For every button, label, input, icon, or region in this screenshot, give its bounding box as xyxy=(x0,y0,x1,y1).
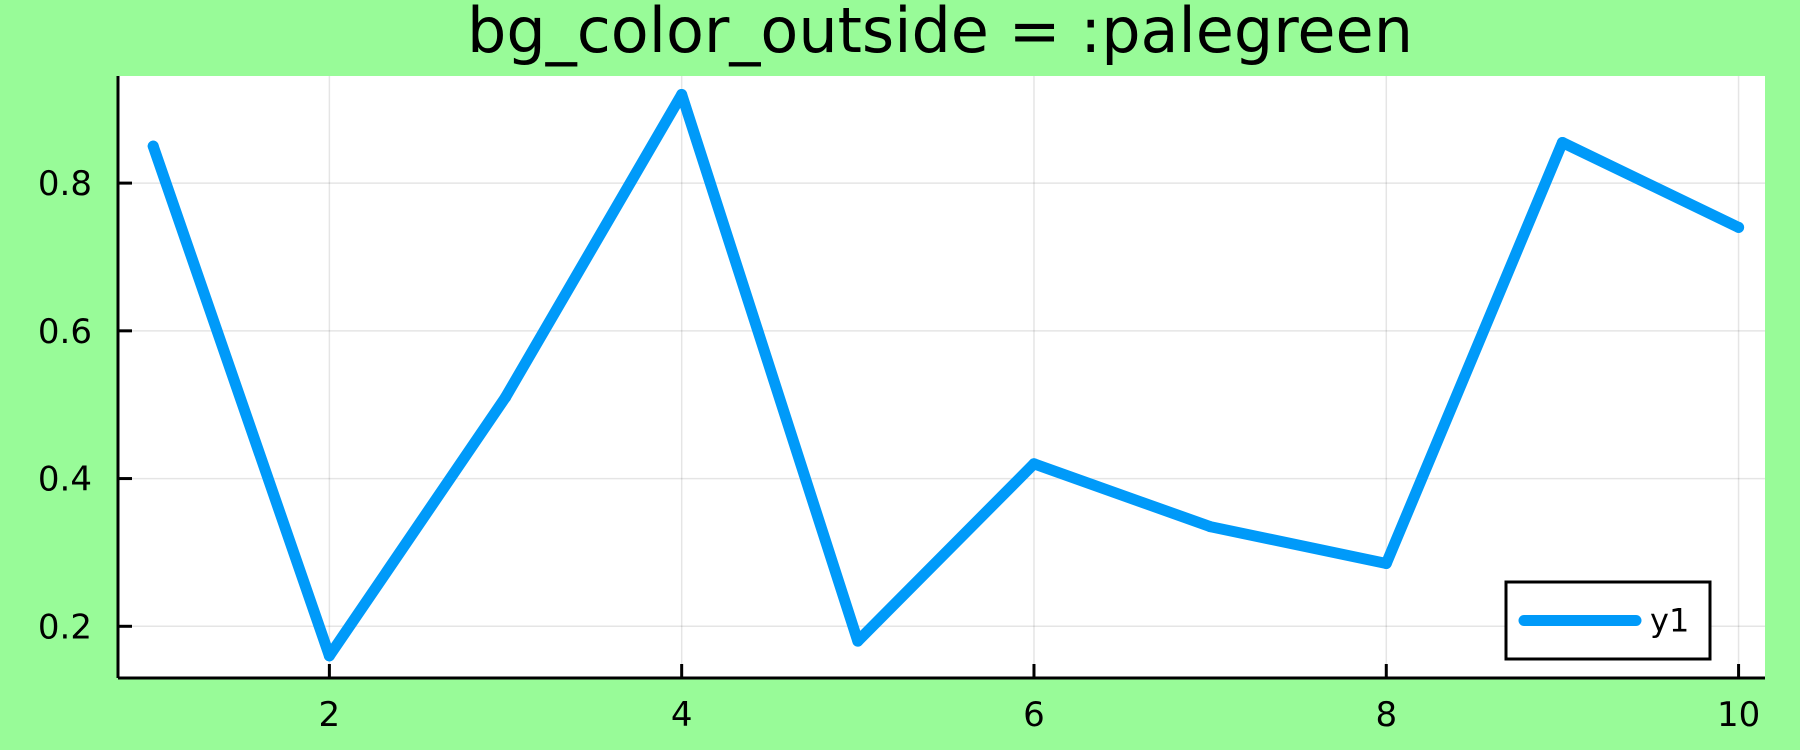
data-point-y1-7 xyxy=(1204,521,1216,533)
data-point-y1-9 xyxy=(1556,136,1568,148)
axes xyxy=(116,76,1765,680)
tick-labels: 2 4 6 8 10 0.2 0.4 0.6 0.8 xyxy=(38,164,1760,735)
plot-area xyxy=(118,76,1765,678)
y-tick-label-0.4: 0.4 xyxy=(38,460,92,500)
data-point-y1-2 xyxy=(323,650,335,662)
y-tick-label-0.2: 0.2 xyxy=(38,607,92,647)
x-tick-label-10: 10 xyxy=(1717,695,1760,735)
x-tick-label-4: 4 xyxy=(671,695,693,735)
chart-title: bg_color_outside = :palegreen xyxy=(467,0,1413,67)
x-tick-label-8: 8 xyxy=(1375,695,1397,735)
data-point-y1-1 xyxy=(147,140,159,152)
legend-label-y1: y1 xyxy=(1650,602,1689,640)
legend[interactable]: y1 xyxy=(1504,580,1712,661)
data-point-y1-3 xyxy=(500,391,512,403)
data-point-y1-6 xyxy=(1028,458,1040,470)
x-tick-label-6: 6 xyxy=(1023,695,1045,735)
series-line-y1 xyxy=(147,89,1745,662)
grid-lines xyxy=(118,76,1765,678)
data-point-y1-4 xyxy=(676,88,688,100)
x-tick-label-2: 2 xyxy=(319,695,341,735)
data-point-y1-10 xyxy=(1733,221,1745,233)
y-tick-label-0.8: 0.8 xyxy=(38,164,92,204)
series-group xyxy=(147,88,1745,662)
y-tick-label-0.6: 0.6 xyxy=(38,312,92,352)
data-point-y1-5 xyxy=(852,635,864,647)
data-point-y1-8 xyxy=(1380,558,1392,570)
